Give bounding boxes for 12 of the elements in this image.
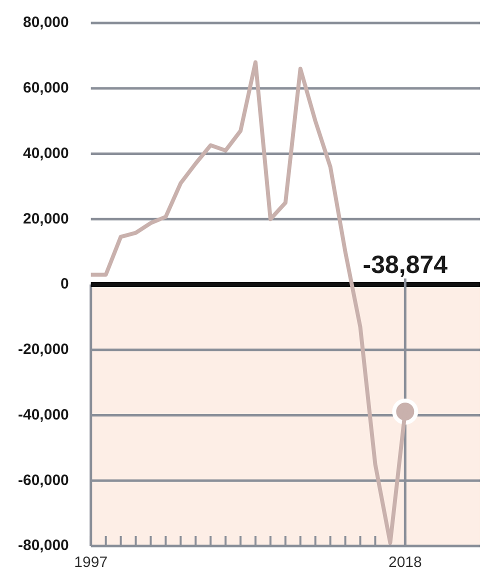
x-tick-label: 1997 (74, 554, 108, 572)
y-tick-label: -60,000 (18, 472, 69, 489)
annotation: -38,874 (362, 250, 448, 279)
x-tick-label: 2018 (388, 554, 422, 572)
y-tick-label: 40,000 (22, 144, 69, 162)
y-tick-label: 80,000 (22, 14, 69, 32)
y-tick-label: -40,000 (18, 406, 69, 424)
y-tick-label: 20,000 (22, 210, 69, 228)
y-tick-label: -20,000 (18, 341, 69, 358)
y-tick-label: 60,000 (22, 80, 69, 97)
y-tick-label: 0 (60, 276, 69, 293)
y-tick-label: -80,000 (18, 537, 69, 554)
